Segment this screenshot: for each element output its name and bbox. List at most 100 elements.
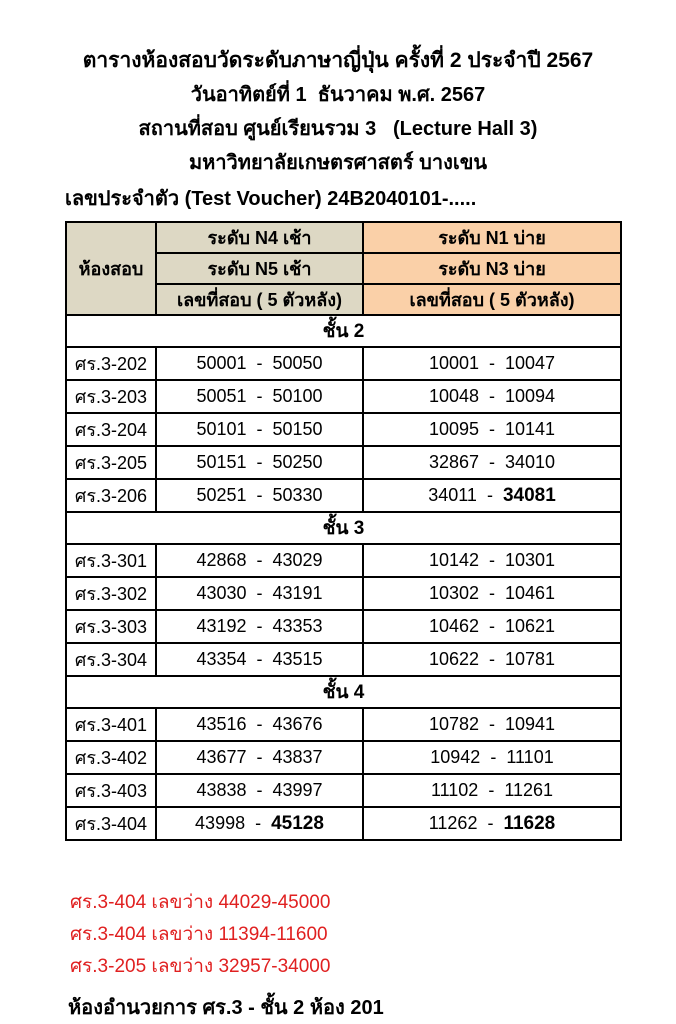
range-dash: - — [487, 812, 494, 833]
morning-range-cell: 43516-43676 — [155, 707, 364, 742]
floor-section-row: ชั้น 2 — [65, 314, 622, 348]
range-dash: - — [489, 550, 495, 570]
afternoon-header-n1: ระดับ N1 บ่าย — [362, 221, 622, 254]
admin-room-line: ห้องอำนวยการ ศร.3 - ชั้น 2 ห้อง 201 — [68, 997, 384, 1019]
range-dash: - — [256, 353, 263, 373]
afternoon-range-cell: 10048-10094 — [362, 379, 622, 414]
morning-range-cell: 43354-43515 — [155, 642, 364, 677]
table-row: ศร.3-303 43192-43353 10462-10621 — [65, 609, 622, 644]
range-start: 42868 — [196, 550, 247, 570]
range-dash: - — [256, 485, 263, 505]
range-start: 10462 — [428, 616, 479, 636]
range-end: 10781 — [505, 649, 556, 669]
range-end: 43515 — [272, 649, 323, 669]
afternoon-range-cell: 10095-10141 — [362, 412, 622, 447]
table-row: ศร.3-203 50051-50100 10048-10094 — [65, 379, 622, 414]
room-cell: ศร.3-401 — [65, 707, 157, 742]
range-end: 43997 — [272, 780, 323, 800]
range-dash: - — [486, 484, 493, 505]
morning-range-cell: 50051-50100 — [155, 379, 364, 414]
range-dash: - — [255, 812, 262, 833]
room-cell: ศร.3-206 — [65, 478, 157, 513]
morning-range-cell: 43838-43997 — [155, 773, 364, 808]
range-end: 10301 — [505, 550, 556, 570]
range-end: 10621 — [505, 616, 556, 636]
range-start: 43192 — [196, 616, 247, 636]
range-start: 43354 — [196, 649, 247, 669]
room-cell: ศร.3-403 — [65, 773, 157, 808]
title-line-4: มหาวิทยาลัยเกษตรศาสตร์ บางเขน — [188, 152, 488, 174]
table-row: ศร.3-206 50251-50330 34011-34081 — [65, 478, 622, 513]
morning-range-cell: 50151-50250 — [155, 445, 364, 480]
title-line-1: ตารางห้องสอบวัดระดับภาษาญี่ปุ่น ครั้งที่… — [82, 49, 594, 72]
range-start: 50251 — [196, 485, 247, 505]
range-end: 43029 — [272, 550, 323, 570]
afternoon-header-seat-range: เลขที่สอบ ( 5 ตัวหลัง) — [362, 283, 622, 316]
range-start: 43516 — [196, 714, 247, 734]
range-start: 50101 — [196, 419, 247, 439]
morning-range-cell: 50101-50150 — [155, 412, 364, 447]
title-line-3: สถานที่สอบ ศูนย์เรียนรวม 3 (Lecture Hall… — [138, 118, 538, 140]
room-cell: ศร.3-203 — [65, 379, 157, 414]
room-cell: ศร.3-202 — [65, 346, 157, 381]
vacant-note-line: ศร.3-205 เลขว่าง 32957-34000 — [70, 956, 331, 977]
table-row: ศร.3-403 43838-43997 11102-11261 — [65, 773, 622, 808]
range-dash: - — [256, 583, 263, 603]
table-row: ศร.3-301 42868-43029 10142-10301 — [65, 543, 622, 578]
range-dash: - — [489, 583, 495, 603]
header-row-2: ระดับ N5 เช้า ระดับ N3 บ่าย — [66, 252, 622, 285]
range-start: 10001 — [428, 353, 479, 373]
table-row: ศร.3-304 43354-43515 10622-10781 — [65, 642, 622, 677]
table-row: ศร.3-205 50151-50250 32867-34010 — [65, 445, 622, 480]
range-end: 11261 — [504, 780, 554, 800]
range-start: 32867 — [428, 452, 479, 472]
range-dash: - — [489, 649, 495, 669]
table-row: ศร.3-204 50101-50150 10095-10141 — [65, 412, 622, 447]
range-end: 43676 — [272, 714, 323, 734]
range-end: 10141 — [505, 419, 556, 439]
afternoon-range-cell: 10942-11101 — [362, 740, 622, 775]
header-row-3: เลขที่สอบ ( 5 ตัวหลัง) เลขที่สอบ ( 5 ตัว… — [66, 283, 622, 316]
range-start: 50151 — [196, 452, 247, 472]
afternoon-range-cell: 11102-11261 — [362, 773, 622, 808]
range-start: 10942 — [430, 747, 481, 767]
morning-header-n5: ระดับ N5 เช้า — [155, 252, 364, 285]
range-start: 10782 — [428, 714, 479, 734]
afternoon-range-cell: 10622-10781 — [362, 642, 622, 677]
range-dash: - — [490, 747, 497, 767]
room-cell: ศร.3-404 — [65, 806, 157, 841]
afternoon-range-cell: 34011-34081 — [362, 478, 622, 513]
range-dash: - — [256, 386, 263, 406]
document-header: ตารางห้องสอบวัดระดับภาษาญี่ปุ่น ครั้งที่… — [0, 44, 676, 180]
range-start: 11102 — [430, 780, 479, 800]
range-start: 43677 — [196, 747, 247, 767]
range-dash: - — [256, 714, 263, 734]
vacant-note-line: ศร.3-404 เลขว่าง 44029-45000 — [70, 892, 331, 913]
room-cell: ศร.3-205 — [65, 445, 157, 480]
range-end: 43837 — [272, 747, 323, 767]
range-dash: - — [488, 780, 495, 800]
range-dash: - — [256, 780, 263, 800]
range-start: 10622 — [428, 649, 479, 669]
morning-header-n4: ระดับ N4 เช้า — [155, 221, 364, 254]
floor-section-label: ชั้น 2 — [65, 314, 622, 348]
range-dash: - — [489, 452, 495, 472]
morning-range-cell: 42868-43029 — [155, 543, 364, 578]
range-dash: - — [256, 550, 263, 570]
room-cell: ศร.3-303 — [65, 609, 157, 644]
range-dash: - — [489, 386, 495, 406]
table-row: ศร.3-401 43516-43676 10782-10941 — [65, 707, 622, 742]
range-dash: - — [256, 747, 263, 767]
range-end: 34010 — [505, 452, 556, 472]
header-row-1: ห้องสอบ ระดับ N4 เช้า ระดับ N1 บ่าย — [65, 221, 622, 316]
range-start: 43998 — [195, 812, 246, 833]
morning-range-cell: 43192-43353 — [155, 609, 364, 644]
range-end: 50150 — [272, 419, 323, 439]
table-row: ศร.3-202 50001-50050 10001-10047 — [65, 346, 622, 381]
range-end: 50250 — [272, 452, 323, 472]
range-end: 10047 — [505, 353, 556, 373]
range-end: 50050 — [272, 353, 323, 373]
afternoon-range-cell: 32867-34010 — [362, 445, 622, 480]
range-dash: - — [489, 353, 495, 373]
